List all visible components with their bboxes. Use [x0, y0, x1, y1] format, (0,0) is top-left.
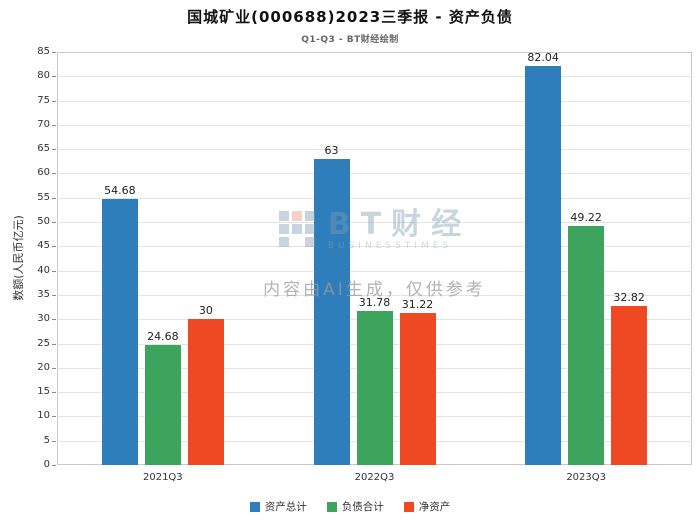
- y-tick-mark: [52, 76, 56, 78]
- y-tick-mark: [52, 270, 56, 272]
- chart-subtitle: Q1-Q3 - BT财经绘制: [301, 35, 399, 45]
- y-tick-label: 85: [37, 46, 50, 57]
- y-tick-mark: [52, 416, 56, 418]
- gridline: [57, 197, 692, 199]
- y-tick-mark: [52, 343, 56, 345]
- bar: [313, 158, 350, 465]
- y-tick-label: 70: [37, 118, 50, 130]
- legend-swatch: [403, 501, 414, 512]
- y-tick-mark: [52, 222, 56, 224]
- y-tick-mark: [52, 173, 56, 175]
- bar-value-label: 32.82: [613, 290, 645, 304]
- bar-value-label: 49.22: [570, 210, 602, 224]
- y-tick-label: 5: [43, 434, 50, 446]
- bar-value-label: 31.22: [401, 298, 434, 312]
- bar: [568, 225, 605, 465]
- y-tick-label: 10: [37, 410, 50, 422]
- y-tick-label: 40: [37, 264, 50, 276]
- bar: [356, 310, 393, 465]
- y-tick-label: 30: [37, 313, 50, 325]
- bar-value-label: 24.68: [147, 330, 179, 344]
- bar: [101, 199, 138, 465]
- y-tick-mark: [52, 100, 56, 102]
- y-tick-mark: [52, 246, 56, 248]
- y-tick-mark: [52, 367, 56, 369]
- gridline: [57, 76, 692, 78]
- gridline: [57, 270, 692, 272]
- y-axis-title: 数额(人民币亿元): [12, 215, 25, 301]
- y-tick-label: 75: [37, 94, 50, 106]
- y-tick-label: 60: [37, 167, 50, 179]
- y-tick-label: 15: [37, 386, 50, 398]
- legend-label: 净资产: [418, 501, 451, 513]
- y-tick-mark: [52, 197, 56, 199]
- bar: [611, 305, 648, 465]
- bar: [525, 66, 562, 465]
- y-tick-label: 0: [43, 459, 50, 470]
- bar-value-label: 82.04: [527, 51, 559, 65]
- bar-value-label: 30: [198, 304, 213, 318]
- legend-label: 资产总计: [264, 501, 307, 513]
- legend-swatch: [326, 501, 337, 512]
- legend: 资产总计 负债合计 净资产: [0, 499, 700, 514]
- y-tick-mark: [52, 392, 56, 394]
- legend-label: 负债合计: [341, 501, 384, 513]
- bar: [187, 319, 224, 465]
- x-category-label: 2022Q3: [354, 472, 395, 483]
- x-category-label: 2023Q3: [566, 472, 606, 483]
- legend-item: 负债合计: [326, 499, 384, 514]
- y-tick-mark: [52, 149, 56, 151]
- y-tick-mark: [52, 294, 56, 296]
- y-tick-label: 80: [37, 70, 50, 82]
- x-category-label: 2021Q3: [142, 472, 183, 483]
- y-tick-mark: [52, 52, 56, 53]
- y-tick-label: 45: [37, 240, 50, 252]
- y-tick-mark: [52, 440, 56, 442]
- bar-value-label: 31.78: [358, 295, 391, 309]
- y-tick-label: 35: [37, 288, 50, 300]
- chart-title: 国城矿业(000688)2023三季报 - 资产负债: [187, 8, 513, 26]
- gridline: [57, 124, 692, 126]
- gridline: [57, 149, 692, 151]
- legend-item: 净资产: [403, 499, 451, 514]
- bar: [144, 345, 181, 465]
- bar: [399, 313, 436, 465]
- bar-value-label: 54.68: [104, 184, 136, 198]
- gridline: [57, 100, 692, 102]
- y-tick-label: 65: [37, 143, 50, 155]
- legend-swatch: [249, 501, 260, 512]
- gridline: [57, 222, 692, 224]
- y-tick-label: 20: [37, 361, 50, 373]
- y-tick-label: 25: [37, 337, 50, 349]
- gridline: [57, 294, 692, 296]
- y-tick-mark: [52, 465, 56, 466]
- legend-item: 资产总计: [249, 499, 307, 514]
- y-tick-mark: [52, 124, 56, 126]
- y-tick-mark: [52, 319, 56, 321]
- bar-value-label: 63: [324, 143, 339, 157]
- gridline: [57, 246, 692, 248]
- y-tick-label: 55: [37, 191, 50, 203]
- y-tick-label: 50: [37, 216, 50, 228]
- gridline: [57, 173, 692, 175]
